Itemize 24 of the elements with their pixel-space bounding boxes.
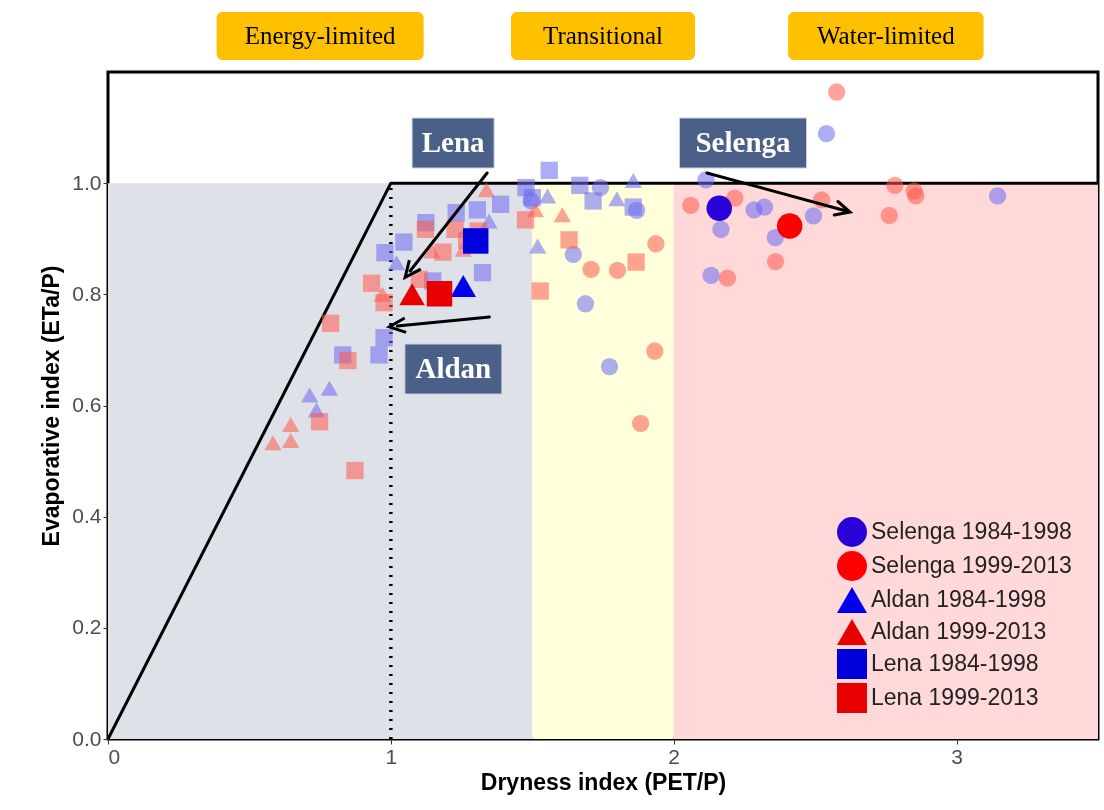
y-tick-label: 0.6 — [72, 393, 102, 416]
annotation: Lena — [421, 125, 486, 158]
y-tick-label: 1.0 — [72, 170, 102, 194]
y-tick-label: 0.0 — [72, 726, 102, 750]
legend-label: Lena 1984-1998 — [871, 650, 1039, 676]
y-tick-label: 0.8 — [72, 281, 102, 305]
annotation: Aldan — [415, 352, 492, 385]
legend-label: Selenga 1999-2013 — [871, 552, 1072, 578]
x-axis-title: Dryness index (PET/P) — [480, 768, 727, 795]
legend-label: Aldan 1999-2013 — [871, 618, 1047, 644]
text: Transitional — [543, 22, 664, 49]
legend-label: Selenga 1984-1998 — [871, 518, 1072, 544]
x-tick-label: 3 — [951, 744, 963, 768]
text: Energy-limited — [244, 22, 397, 49]
text: Water-limited — [817, 22, 956, 49]
legend-label: Lena 1999-2013 — [871, 684, 1039, 710]
y-tick-label: 0.4 — [72, 504, 102, 528]
y-axis-title: Evaporative index (ETa/P) — [38, 265, 65, 547]
annotation: Selenga — [695, 126, 792, 158]
y-tick-label: 0.2 — [72, 615, 102, 639]
legend-label: Aldan 1984-1998 — [871, 586, 1047, 612]
x-tick-label: 0 — [108, 744, 121, 768]
x-tick-label: 2 — [668, 744, 681, 768]
x-tick-label: 1 — [385, 744, 398, 768]
